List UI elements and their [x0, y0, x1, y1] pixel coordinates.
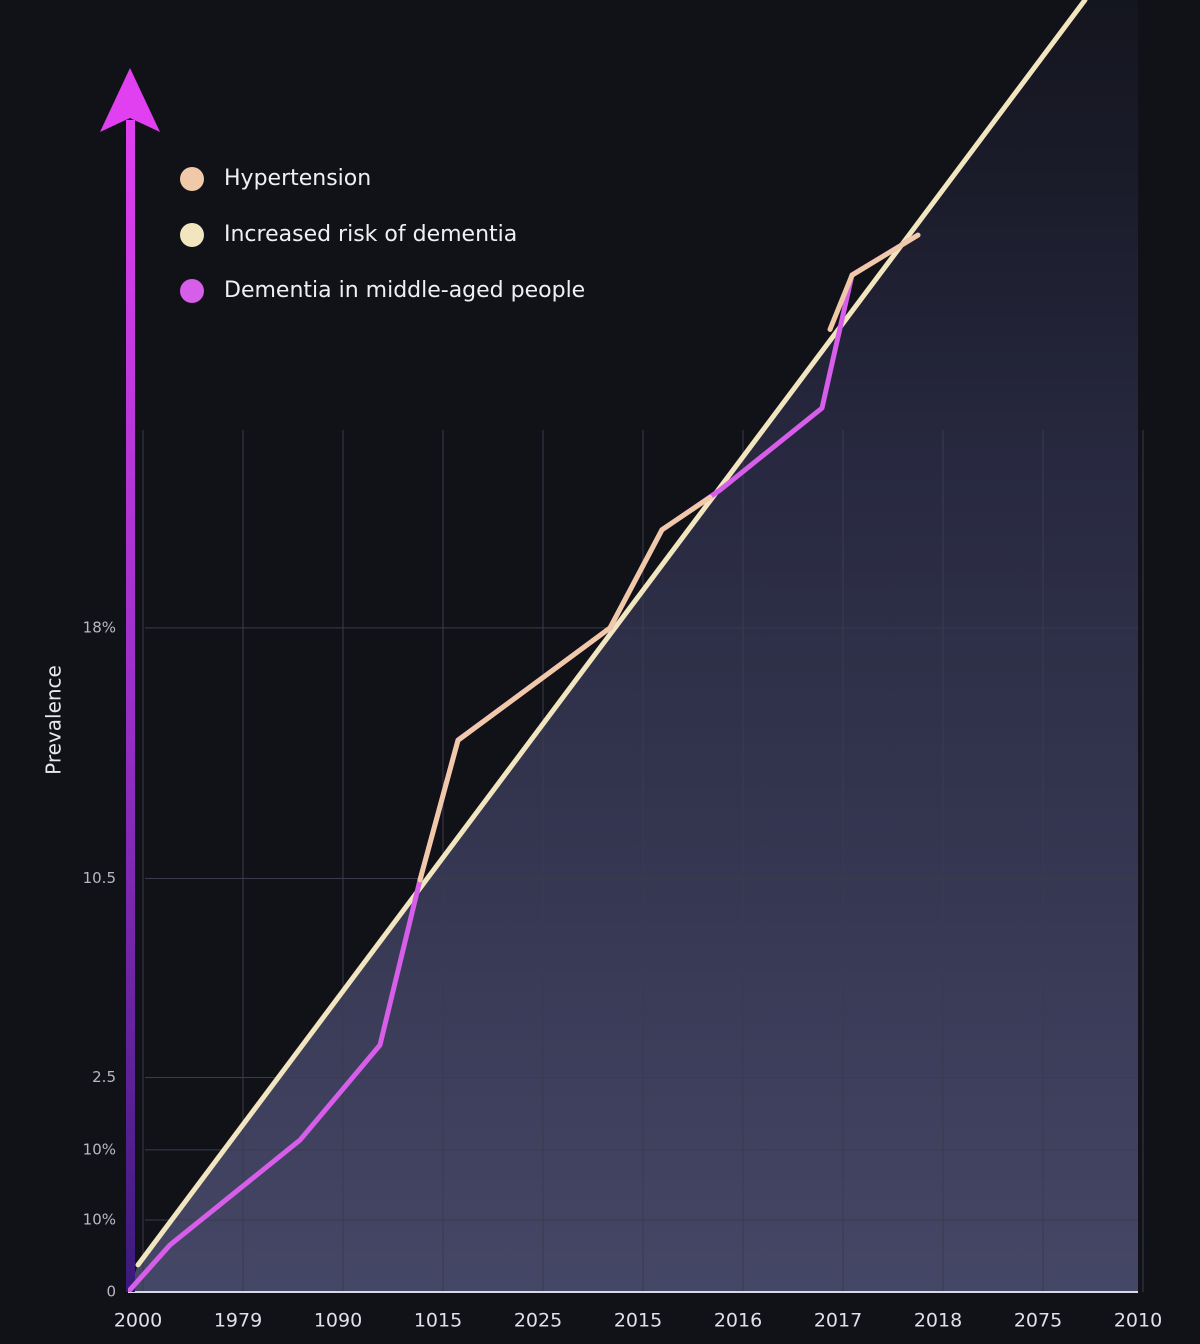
legend-label: Increased risk of dementia [224, 222, 517, 247]
y-axis-title: Prevalence [42, 665, 66, 775]
x-tick-label: 1090 [314, 1310, 362, 1332]
x-tick-label: 2000 [114, 1310, 162, 1332]
area-fill [128, 0, 1138, 1292]
x-tick-label: 2015 [614, 1310, 662, 1332]
y-tick-label: 2.5 [92, 1068, 116, 1086]
y-tick-label: 18% [83, 618, 116, 636]
legend-label: Hypertension [224, 166, 371, 191]
legend: Hypertension Increased risk of dementia De… [180, 166, 585, 303]
ticks: 0 10% 10% 2.5 10.5 18% 2000 1979 1090 1015 2025 201… [83, 618, 1163, 1331]
lines [128, 0, 1088, 1292]
y-tick-label: 10% [83, 1140, 116, 1158]
x-tick-label: 2017 [814, 1310, 862, 1332]
x-tick-label: 1979 [214, 1310, 262, 1332]
y-axis-arrow-head [100, 68, 160, 132]
x-tick-label: 2016 [714, 1310, 762, 1332]
x-tick-label: 2018 [914, 1310, 962, 1332]
y-tick-label: 0 [106, 1283, 116, 1301]
line-series [417, 232, 921, 883]
legend-marker [180, 167, 204, 191]
legend-label: Dementia in middle-aged people [224, 278, 585, 303]
legend-marker [180, 223, 204, 247]
x-tick-label: 2025 [514, 1310, 562, 1332]
x-tick-label: 1015 [414, 1310, 462, 1332]
x-tick-label: 2075 [1014, 1310, 1062, 1332]
y-tick-label: 10.5 [83, 869, 116, 887]
y-tick-label: 10% [83, 1211, 116, 1229]
x-tick-label: 2010 [1114, 1310, 1162, 1332]
y-axis-arrow-shaft [126, 120, 135, 1292]
line-series [135, 0, 1088, 1268]
area-layer [128, 0, 1138, 1292]
legend-marker [180, 279, 204, 303]
